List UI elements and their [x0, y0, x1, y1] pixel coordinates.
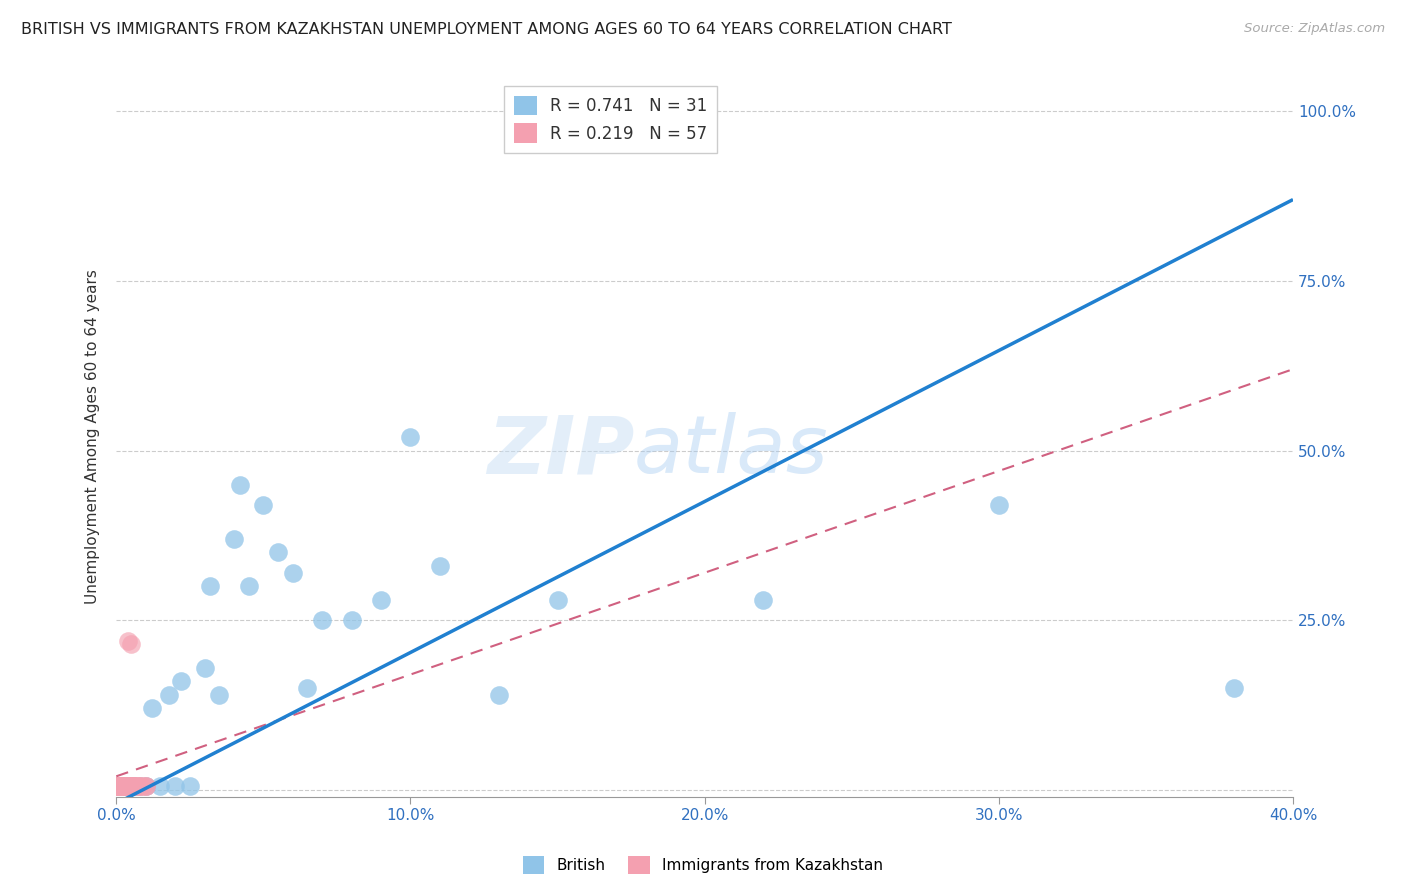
- Point: [111, 780, 134, 794]
- Legend: R = 0.741   N = 31, R = 0.219   N = 57: R = 0.741 N = 31, R = 0.219 N = 57: [503, 86, 717, 153]
- Point: [111, 780, 134, 794]
- Point: [170, 674, 193, 689]
- Point: [120, 780, 142, 794]
- Point: [117, 780, 139, 794]
- Point: [157, 688, 180, 702]
- Point: [117, 780, 139, 794]
- Point: [108, 780, 131, 794]
- Point: [547, 593, 569, 607]
- Point: [108, 780, 131, 794]
- Point: [111, 780, 134, 794]
- Point: [122, 780, 145, 794]
- Point: [114, 780, 136, 794]
- Legend: British, Immigrants from Kazakhstan: British, Immigrants from Kazakhstan: [517, 850, 889, 880]
- Point: [114, 780, 136, 794]
- Point: [120, 637, 142, 651]
- Point: [111, 780, 134, 794]
- Point: [222, 532, 245, 546]
- Point: [117, 780, 139, 794]
- Point: [752, 593, 775, 607]
- Point: [135, 780, 157, 794]
- Point: [114, 780, 136, 794]
- Point: [114, 780, 136, 794]
- Point: [267, 545, 290, 559]
- Point: [128, 780, 150, 794]
- Point: [987, 498, 1010, 512]
- Point: [125, 780, 148, 794]
- Point: [208, 688, 231, 702]
- Point: [108, 780, 131, 794]
- Point: [108, 780, 131, 794]
- Text: BRITISH VS IMMIGRANTS FROM KAZAKHSTAN UNEMPLOYMENT AMONG AGES 60 TO 64 YEARS COR: BRITISH VS IMMIGRANTS FROM KAZAKHSTAN UN…: [21, 22, 952, 37]
- Point: [120, 780, 142, 794]
- Point: [141, 701, 163, 715]
- Point: [117, 780, 139, 794]
- Point: [1223, 681, 1246, 695]
- Point: [370, 593, 392, 607]
- Point: [132, 780, 155, 794]
- Point: [650, 104, 672, 119]
- Point: [114, 780, 136, 794]
- Point: [108, 780, 131, 794]
- Point: [108, 780, 131, 794]
- Point: [111, 780, 134, 794]
- Point: [229, 477, 252, 491]
- Point: [108, 780, 131, 794]
- Point: [122, 780, 145, 794]
- Point: [108, 780, 131, 794]
- Point: [111, 780, 134, 794]
- Point: [122, 780, 145, 794]
- Text: atlas: atlas: [634, 412, 828, 491]
- Point: [122, 780, 145, 794]
- Point: [108, 780, 131, 794]
- Text: Source: ZipAtlas.com: Source: ZipAtlas.com: [1244, 22, 1385, 36]
- Point: [488, 688, 510, 702]
- Point: [108, 780, 131, 794]
- Point: [399, 430, 422, 444]
- Point: [340, 613, 363, 627]
- Point: [122, 780, 145, 794]
- Point: [108, 780, 131, 794]
- Point: [135, 780, 157, 794]
- Point: [108, 780, 131, 794]
- Point: [149, 780, 172, 794]
- Point: [108, 780, 131, 794]
- Point: [108, 780, 131, 794]
- Point: [108, 780, 131, 794]
- Point: [429, 559, 451, 574]
- Point: [117, 633, 139, 648]
- Point: [125, 780, 148, 794]
- Point: [108, 780, 131, 794]
- Point: [117, 780, 139, 794]
- Point: [111, 780, 134, 794]
- Y-axis label: Unemployment Among Ages 60 to 64 years: Unemployment Among Ages 60 to 64 years: [86, 269, 100, 605]
- Point: [120, 780, 142, 794]
- Point: [111, 780, 134, 794]
- Point: [117, 780, 139, 794]
- Point: [108, 780, 131, 794]
- Point: [200, 579, 222, 593]
- Point: [311, 613, 333, 627]
- Point: [108, 780, 131, 794]
- Point: [128, 780, 150, 794]
- Point: [135, 780, 157, 794]
- Point: [179, 780, 201, 794]
- Point: [120, 780, 142, 794]
- Point: [120, 780, 142, 794]
- Point: [297, 681, 319, 695]
- Point: [114, 780, 136, 794]
- Point: [108, 780, 131, 794]
- Point: [193, 661, 215, 675]
- Text: ZIP: ZIP: [486, 412, 634, 491]
- Point: [114, 780, 136, 794]
- Point: [114, 780, 136, 794]
- Point: [238, 579, 260, 593]
- Point: [252, 498, 274, 512]
- Point: [108, 780, 131, 794]
- Point: [111, 780, 134, 794]
- Point: [128, 780, 150, 794]
- Point: [165, 780, 187, 794]
- Point: [281, 566, 304, 580]
